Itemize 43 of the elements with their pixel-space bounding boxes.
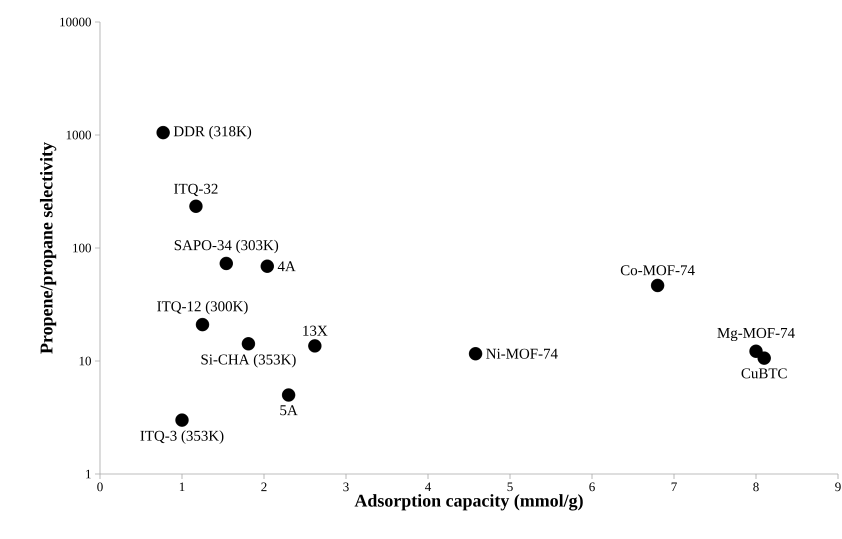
annotation: 4A	[278, 261, 296, 272]
annotation: Co-MOF-74	[620, 265, 695, 276]
point	[749, 344, 763, 358]
annotation: ITQ-32	[174, 184, 218, 196]
point	[308, 339, 322, 353]
x-tick-label: 4	[425, 482, 432, 492]
point	[220, 256, 233, 270]
annotation: CuBTC	[742, 368, 787, 378]
y-tick-label: 10000	[60, 18, 91, 26]
x-tick-label: 5	[508, 482, 513, 492]
annotation: Ni-MOF-74	[486, 348, 558, 359]
annotation: ITQ-12 (300K)	[157, 300, 248, 314]
point	[468, 347, 482, 360]
annotation: 5A	[280, 405, 298, 416]
x-tick-label: 0	[97, 482, 103, 492]
annotation: Mg-MOF-74	[717, 328, 795, 342]
annotation: 13X	[303, 326, 328, 336]
x-tick-label: 2	[261, 482, 267, 492]
y-tick-label: 1	[86, 470, 91, 478]
y-tick-label: 100	[73, 244, 91, 252]
y-tick-label: 1000	[66, 130, 91, 140]
point	[156, 126, 170, 140]
annotation: DDR (318K)	[174, 126, 252, 140]
point	[260, 260, 274, 273]
y-axis-title: Propene/propane selectivity	[40, 142, 56, 354]
point	[758, 351, 771, 365]
point	[650, 278, 664, 292]
x-tick-label: 9	[835, 482, 841, 492]
x-tick-label: 7	[672, 482, 677, 491]
point	[175, 413, 189, 427]
annotation: SAPO-34 (303K)	[174, 240, 278, 254]
annotation: Si-CHA (353K)	[201, 354, 296, 368]
point	[196, 318, 210, 332]
x-tick-label: 8	[753, 482, 759, 492]
point	[282, 388, 296, 402]
x-axis-title: Adsorption capacity (mmol/g)	[354, 494, 583, 510]
x-tick-label: 3	[343, 482, 349, 492]
point	[242, 337, 256, 350]
x-tick-label: 6	[589, 482, 595, 492]
point	[189, 200, 203, 213]
y-tick-label: 10	[80, 356, 91, 366]
x-tick-label: 1	[180, 482, 184, 492]
annotation: ITQ-3 (353K)	[140, 430, 224, 444]
